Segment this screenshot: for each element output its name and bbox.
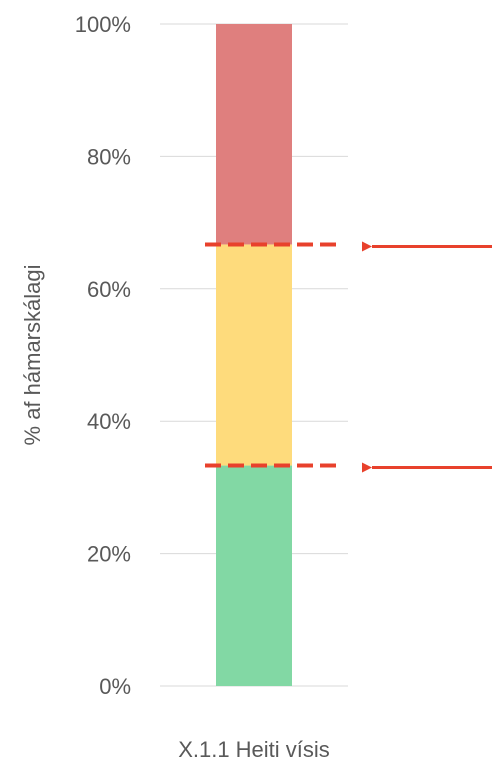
- y-tick-label: 40%: [87, 409, 131, 434]
- x-category-labels: X.1.1 Heiti vísis: [178, 737, 330, 762]
- y-tick-label: 20%: [87, 542, 131, 567]
- y-tick-labels: 0% 20% 40% 60% 80% 100%: [75, 12, 131, 699]
- y-tick-label: 100%: [75, 12, 131, 37]
- y-tick-label: 0%: [99, 674, 131, 699]
- x-category-label: X.1.1 Heiti vísis: [178, 737, 330, 762]
- y-tick-label: 80%: [87, 144, 131, 169]
- bar-segment-0: [216, 465, 292, 686]
- bar-segment-1: [216, 244, 292, 466]
- bar-segments: [216, 24, 292, 686]
- y-tick-label: 60%: [87, 277, 131, 302]
- threshold-lines: [205, 241, 492, 473]
- bar-segment-2: [216, 24, 292, 245]
- y-axis-title: % af hámarskálagi: [20, 265, 45, 446]
